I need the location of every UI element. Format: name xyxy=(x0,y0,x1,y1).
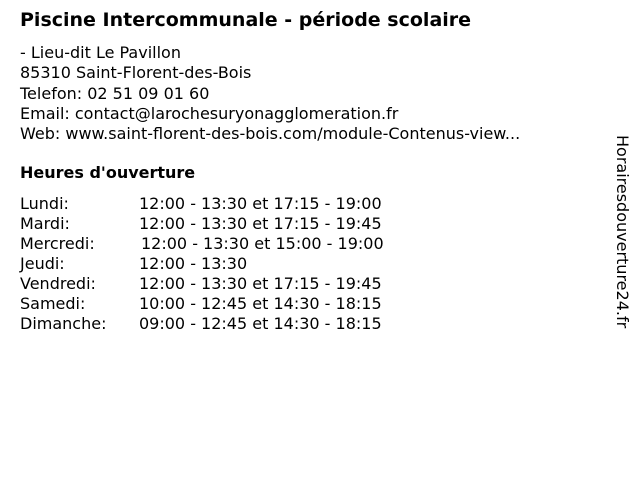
city: 85310 Saint-Florent-des-Bois xyxy=(20,63,252,83)
time-value: 12:00 - 13:30 et 17:15 - 19:45 xyxy=(139,274,382,293)
day-label: Samedi: xyxy=(20,294,86,313)
hours-row-tuesday: Mardi: 12:00 - 13:30 et 17:15 - 19:45 xyxy=(20,214,382,234)
hours-row-friday: Vendredi: 12:00 - 13:30 et 17:15 - 19:45 xyxy=(20,274,382,294)
hours-row-sunday: Dimanche: 09:00 - 12:45 et 14:30 - 18:15 xyxy=(20,314,382,334)
watermark: Horairesdouverture24.fr xyxy=(613,135,632,329)
phone: Telefon: 02 51 09 01 60 xyxy=(20,83,210,103)
hours-row-saturday: Samedi: 10:00 - 12:45 et 14:30 - 18:15 xyxy=(20,294,382,314)
time-value: 09:00 - 12:45 et 14:30 - 18:15 xyxy=(139,314,382,333)
time-value: 12:00 - 13:30 xyxy=(139,254,248,273)
day-label: Jeudi: xyxy=(20,254,65,273)
page-title: Piscine Intercommunale - période scolair… xyxy=(20,9,472,31)
time-value: 12:00 - 13:30 et 15:00 - 19:00 xyxy=(141,234,384,253)
day-label: Mercredi: xyxy=(20,234,95,253)
hours-table: Lundi: 12:00 - 13:30 et 17:15 - 19:00 Mar… xyxy=(20,194,384,334)
day-label: Vendredi: xyxy=(20,274,96,293)
hours-row-monday: Lundi: 12:00 - 13:30 et 17:15 - 19:00 xyxy=(20,194,382,214)
hours-heading: Heures d'ouverture xyxy=(20,163,196,182)
street: - Lieu-dit Le Pavillon xyxy=(20,43,181,62)
hours-row-wednesday: Mercredi: 12:00 - 13:30 et 15:00 - 19:00 xyxy=(20,234,384,254)
day-label: Lundi: xyxy=(20,194,69,213)
time-value: 10:00 - 12:45 et 14:30 - 18:15 xyxy=(139,294,382,313)
website: Web: www.saint-florent-des-bois.com/modu… xyxy=(20,124,521,144)
day-label: Dimanche: xyxy=(20,314,107,333)
address-block: - Lieu-dit Le Pavillon 85310 Saint-Flore… xyxy=(20,43,520,144)
time-value: 12:00 - 13:30 et 17:15 - 19:00 xyxy=(139,194,382,213)
hours-row-thursday: Jeudi: 12:00 - 13:30 xyxy=(20,254,247,274)
time-value: 12:00 - 13:30 et 17:15 - 19:45 xyxy=(139,214,382,233)
day-label: Mardi: xyxy=(20,214,70,233)
email: Email: contact@larochesuryonagglomeratio… xyxy=(20,103,399,123)
